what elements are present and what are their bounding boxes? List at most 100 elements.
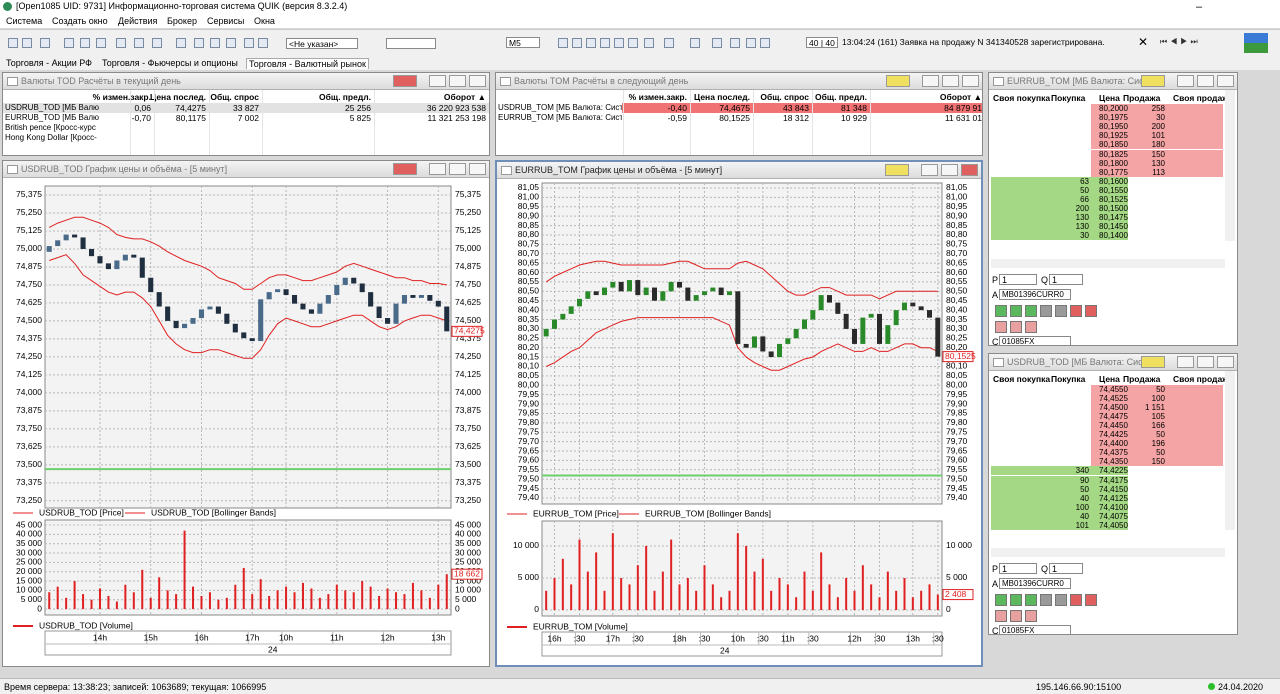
window-button[interactable] <box>1217 75 1234 87</box>
toolbar-icon[interactable] <box>690 38 700 48</box>
p-input[interactable]: 1 <box>999 273 1037 285</box>
action-button[interactable] <box>1010 304 1022 317</box>
tab[interactable]: Торговля - Акции РФ <box>6 58 92 68</box>
action-button[interactable] <box>1010 610 1022 623</box>
action-button[interactable] <box>1070 594 1082 607</box>
toolbar-icon[interactable] <box>8 38 18 48</box>
toolbar-icon[interactable] <box>730 38 740 48</box>
instrument-name[interactable]: EURRUB_TOM [МБ Валюта: Систем <box>498 113 622 122</box>
action-button[interactable] <box>995 320 1007 333</box>
menu-item[interactable]: Создать окно <box>52 16 108 26</box>
window-button[interactable] <box>449 75 466 87</box>
close-icon[interactable]: ✕ <box>1138 35 1149 49</box>
toolbar-icon[interactable] <box>628 38 638 48</box>
window-icon-button[interactable] <box>393 75 417 87</box>
window-icon-button[interactable] <box>885 164 909 176</box>
toolbar-icon[interactable] <box>600 38 610 48</box>
toolbar-icon[interactable] <box>258 38 268 48</box>
window-button[interactable] <box>941 164 958 176</box>
action-button[interactable] <box>1085 304 1097 317</box>
interval-select[interactable]: M5 <box>506 37 540 48</box>
toolbar-icon[interactable] <box>80 38 90 48</box>
window-button[interactable] <box>1177 75 1194 87</box>
toolbar-icon[interactable] <box>40 38 50 48</box>
toolbar-icon[interactable] <box>194 38 204 48</box>
toolbar-icon[interactable] <box>244 38 254 48</box>
toolbar-icon[interactable] <box>226 38 236 48</box>
window-button[interactable] <box>429 163 446 175</box>
q-input[interactable]: 1 <box>1049 563 1083 575</box>
action-button[interactable] <box>1055 304 1067 317</box>
toolbar-icon[interactable] <box>746 38 756 48</box>
p-input[interactable]: 1 <box>999 563 1037 575</box>
window-button[interactable] <box>469 75 486 87</box>
toolbar-icon[interactable] <box>22 38 32 48</box>
toolbar-icon[interactable] <box>586 38 596 48</box>
action-button[interactable] <box>1040 594 1052 607</box>
action-button[interactable] <box>995 594 1007 607</box>
window-icon-button[interactable] <box>1141 75 1165 87</box>
client-select[interactable]: 01085FX <box>999 625 1071 635</box>
window-icon-button[interactable] <box>1141 355 1165 368</box>
account-select[interactable]: MB01396CURR0 <box>999 578 1071 590</box>
action-button[interactable] <box>1040 304 1052 317</box>
menu-item[interactable]: Брокер <box>167 16 197 26</box>
window-button[interactable] <box>962 75 979 87</box>
action-button[interactable] <box>1025 610 1037 623</box>
action-button[interactable] <box>1010 594 1022 607</box>
toolbar-icon[interactable] <box>64 38 74 48</box>
landscape-icon[interactable] <box>1244 33 1268 53</box>
window-button[interactable] <box>469 163 486 175</box>
window-icon-button[interactable] <box>393 163 417 175</box>
toolbar-icon[interactable] <box>116 38 126 48</box>
q-input[interactable]: 1 <box>1049 273 1083 285</box>
toolbar-icon[interactable] <box>152 38 162 48</box>
menu-item[interactable]: Действия <box>118 16 158 26</box>
toolbar-icon[interactable] <box>176 38 186 48</box>
window-button[interactable] <box>429 75 446 87</box>
window-button[interactable] <box>1177 355 1194 368</box>
instrument-name[interactable]: USDRUB_TOM [МБ Валюта: Систем <box>498 103 622 112</box>
action-button[interactable] <box>995 304 1007 317</box>
action-button[interactable] <box>1085 594 1097 607</box>
action-button[interactable] <box>1025 320 1037 333</box>
toolbar-icon[interactable] <box>558 38 568 48</box>
toolbar-icon[interactable] <box>664 38 674 48</box>
client-select[interactable]: 01085FX <box>999 335 1071 345</box>
instrument-name[interactable]: Hong Kong Dollar [Кросс- <box>5 133 97 142</box>
nav-icons[interactable]: ⏮◀▶⏭ <box>1160 37 1201 46</box>
toolbar-icon[interactable] <box>614 38 624 48</box>
menu-item[interactable]: Окна <box>254 16 275 26</box>
menu-item[interactable]: Сервисы <box>207 16 245 26</box>
instrument-name[interactable]: British pence [Кросс-курс <box>5 123 96 132</box>
toolbar-icon[interactable] <box>760 38 770 48</box>
action-button[interactable] <box>1070 304 1082 317</box>
toolbar-icon[interactable] <box>712 38 722 48</box>
toolbar-icon[interactable] <box>644 38 654 48</box>
toolbar-icon[interactable] <box>96 38 106 48</box>
window-button[interactable] <box>922 75 939 87</box>
account-select[interactable]: MB01396CURR0 <box>999 288 1071 300</box>
instrument-name[interactable]: USDRUB_TOD [МБ Валю <box>5 103 100 112</box>
window-button[interactable] <box>1217 355 1234 368</box>
window-button[interactable] <box>1197 75 1214 87</box>
window-button[interactable] <box>921 164 938 176</box>
toolbar-icon[interactable] <box>210 38 220 48</box>
action-button[interactable] <box>1010 320 1022 333</box>
window-button[interactable] <box>1197 355 1214 368</box>
tab[interactable]: Торговля - Фьючерсы и опционы <box>102 58 238 68</box>
action-button[interactable] <box>995 610 1007 623</box>
window-button[interactable] <box>961 164 978 176</box>
toolbar-icon[interactable] <box>572 38 582 48</box>
window-button[interactable] <box>942 75 959 87</box>
instrument-name[interactable]: EURRUB_TOD [МБ Валю <box>5 113 100 122</box>
action-button[interactable] <box>1025 304 1037 317</box>
toolbar-icon[interactable] <box>134 38 144 48</box>
window-icon-button[interactable] <box>886 75 910 87</box>
menu-item[interactable]: Система <box>6 16 43 26</box>
account-box[interactable]: <Не указан> <box>286 38 358 49</box>
search-box[interactable] <box>386 38 436 49</box>
window-button[interactable] <box>449 163 466 175</box>
action-button[interactable] <box>1055 594 1067 607</box>
action-button[interactable] <box>1025 594 1037 607</box>
